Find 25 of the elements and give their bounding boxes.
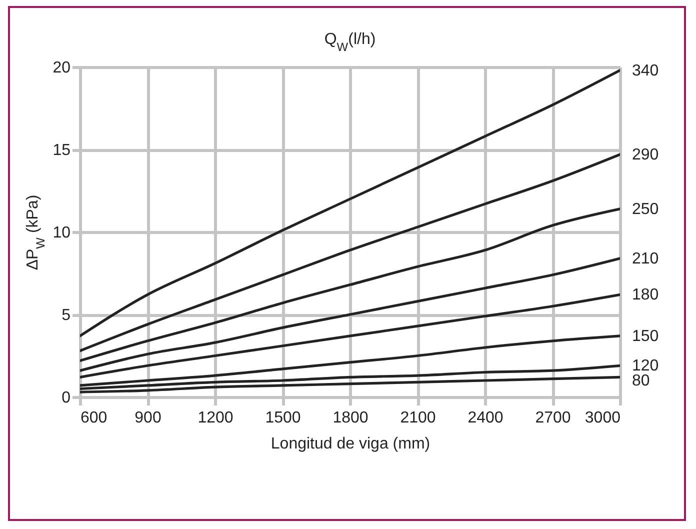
x-tick-label: 2100 — [400, 410, 436, 426]
y-tick-label: 10 — [52, 224, 71, 242]
series-label: 250 — [632, 200, 659, 218]
line-series — [80, 334, 620, 387]
y-tick-label: 5 — [62, 307, 71, 324]
series-label: 290 — [632, 146, 659, 164]
chart-title: Q$_{W}$(l/h) — [324, 31, 376, 54]
x-tick-label: 600 — [80, 410, 108, 426]
x-tick-label: 2700 — [535, 410, 571, 426]
series-label: 340 — [632, 62, 659, 80]
y-tick-label: 20 — [52, 60, 71, 76]
x-tick-label: 900 — [134, 410, 162, 426]
x-tick-label: 3000 — [584, 410, 621, 426]
series-label: 80 — [632, 372, 650, 390]
series-label: 180 — [632, 286, 659, 304]
x-tick-label: 1800 — [332, 410, 368, 426]
y-tick-label: 0 — [62, 390, 71, 406]
x-axis-title: Longitud de viga (mm) — [270, 436, 430, 452]
series-label: 210 — [632, 250, 659, 268]
y-tick-label: 15 — [52, 142, 71, 159]
x-tick-label: 1200 — [198, 410, 234, 426]
series-label: 150 — [632, 328, 659, 345]
x-tick-label: 1500 — [265, 410, 301, 426]
series-label: 120 — [632, 358, 659, 375]
x-tick-label: 2400 — [468, 410, 504, 426]
